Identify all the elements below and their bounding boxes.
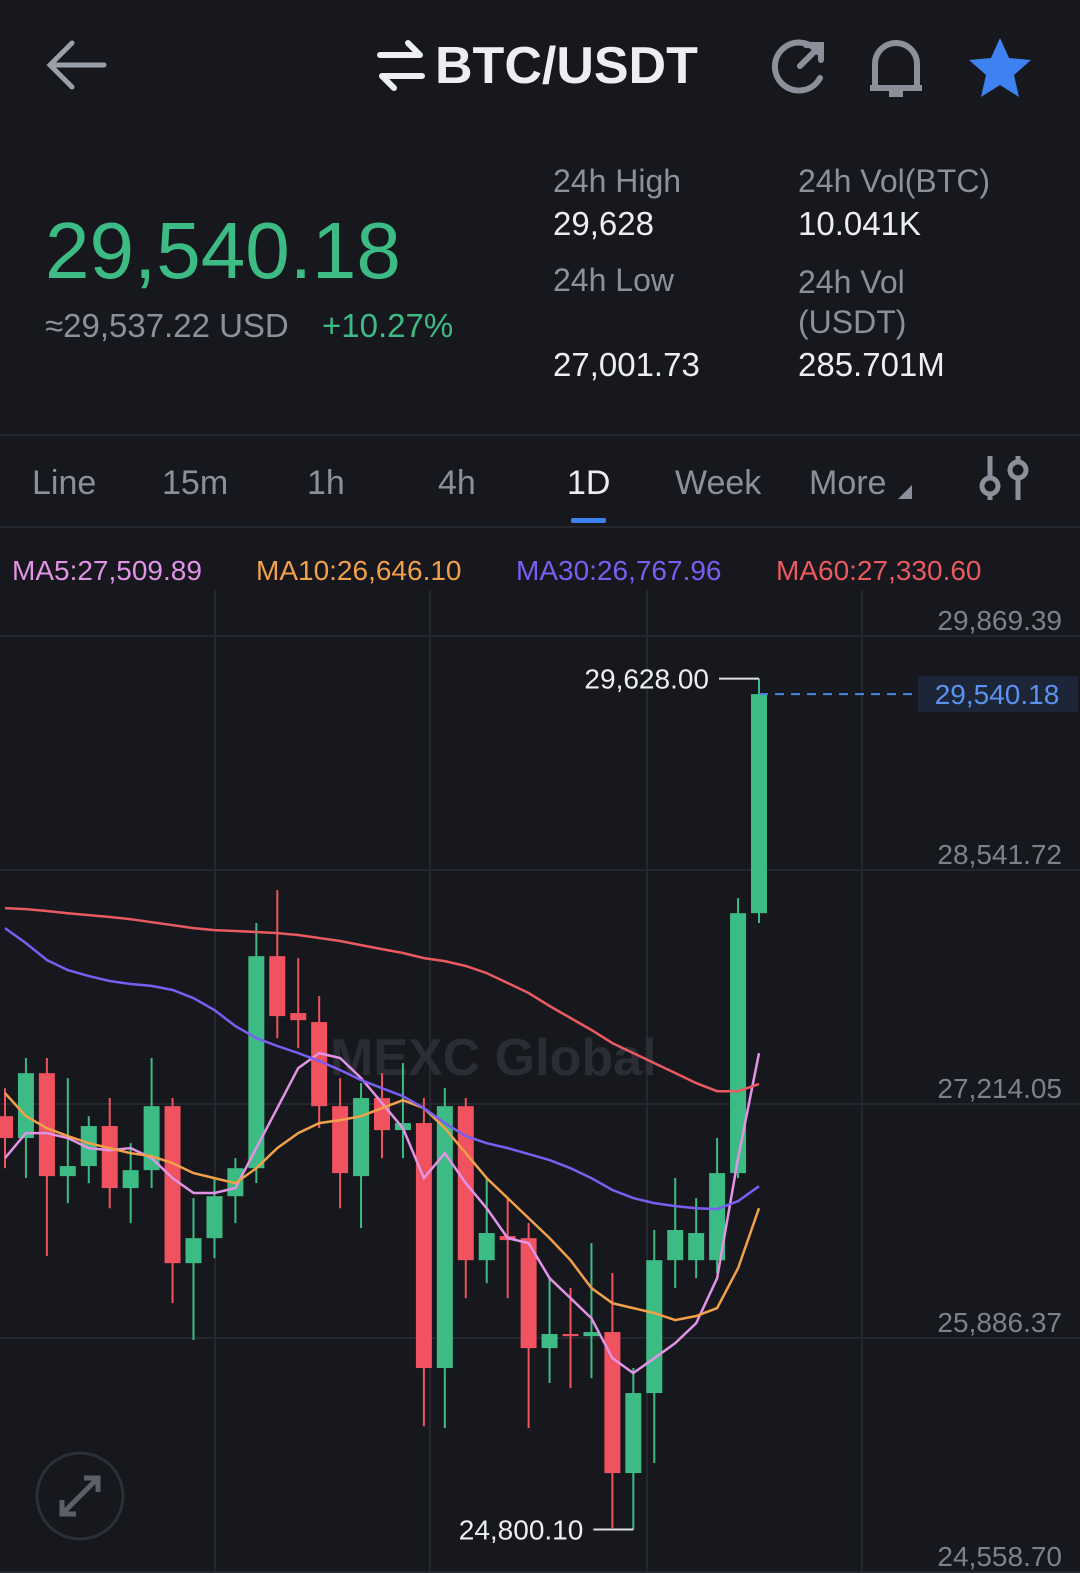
- timeframe-tab[interactable]: Line: [32, 464, 97, 502]
- candle-body: [478, 1233, 495, 1261]
- candle-body: [436, 1106, 453, 1369]
- low-label: 24,800.10: [459, 1514, 584, 1545]
- candle-body: [59, 1166, 76, 1177]
- candle-body: [185, 1238, 202, 1264]
- candle-body: [625, 1393, 642, 1474]
- stat-value: 29,628: [553, 205, 654, 242]
- candle-body: [122, 1170, 139, 1189]
- candle-body: [730, 913, 747, 1174]
- usd-price: ≈29,537.22 USD: [45, 307, 289, 344]
- alert-button[interactable]: [870, 40, 922, 97]
- vertical-grid: [214, 590, 863, 1573]
- last-price-label: 29,540.18: [935, 679, 1060, 710]
- candle-body: [101, 1126, 118, 1189]
- more-caret: [898, 485, 912, 499]
- expand-button[interactable]: [35, 1451, 125, 1541]
- candle-body: [164, 1106, 181, 1264]
- stat-label: 24h Vol(BTC): [798, 163, 991, 199]
- favorite-button[interactable]: [969, 38, 1031, 97]
- timeframe-tab[interactable]: 1D: [567, 464, 611, 502]
- ma-line: [4, 1051, 761, 1375]
- ma-legend: MA30:26,767.96: [516, 555, 722, 586]
- refresh-button[interactable]: [771, 39, 824, 94]
- last-price: 29,540.18: [45, 206, 401, 295]
- y-tick-label: 25,886.37: [937, 1307, 1062, 1338]
- candle-body: [0, 1116, 13, 1139]
- ma-legend: MA60:27,330.60: [776, 555, 982, 586]
- ma-line: [4, 1092, 761, 1322]
- stat-label: 24h Vol (USDT): [798, 264, 907, 340]
- timeframe-tab[interactable]: Week: [675, 464, 762, 502]
- candle-body: [604, 1332, 621, 1474]
- timeframe-tab[interactable]: More: [809, 464, 887, 502]
- pair-title: BTC/USDT: [435, 37, 698, 95]
- ma-line: [4, 927, 760, 1211]
- y-tick-label: 28,541.72: [937, 839, 1062, 870]
- ma-legend: MA5:27,509.89: [12, 555, 202, 586]
- timeframe-tab[interactable]: 4h: [438, 464, 476, 502]
- ma-line: [4, 906, 760, 1093]
- candle-body: [269, 956, 286, 1017]
- candle-body: [143, 1106, 160, 1171]
- stat-label: 24h High: [553, 163, 682, 199]
- ma-legend: MA10:26,646.10: [256, 555, 462, 586]
- candle-body: [38, 1073, 55, 1177]
- candle-body: [248, 956, 265, 1169]
- timeframe-tab[interactable]: 15m: [162, 464, 229, 502]
- candle-body: [646, 1260, 663, 1394]
- y-tick-label: 27,214.05: [937, 1073, 1062, 1104]
- active-tab-indicator: [571, 518, 606, 523]
- watermark: MEXC Global: [330, 1029, 656, 1087]
- candle-body: [353, 1098, 370, 1177]
- candle-body: [80, 1126, 97, 1167]
- candle-body: [709, 1173, 726, 1261]
- candle-body: [311, 1022, 328, 1107]
- candle-body: [583, 1332, 600, 1337]
- candle-body: [520, 1238, 537, 1349]
- high-label: 29,628.00: [584, 664, 709, 695]
- y-tick-label: 24,558.70: [937, 1541, 1062, 1572]
- stat-value: 27,001.73: [553, 346, 700, 383]
- back-button[interactable]: [46, 40, 107, 90]
- swap-icon[interactable]: [377, 40, 425, 91]
- candle-body: [206, 1196, 223, 1239]
- candle-body: [562, 1334, 579, 1337]
- chart-settings-button[interactable]: [979, 456, 1029, 500]
- stat-label: 24h Low: [553, 262, 674, 298]
- last-price-box: [918, 676, 1078, 713]
- candle-body: [332, 1106, 349, 1174]
- candle-body: [751, 694, 767, 914]
- price-change: +10.27%: [322, 307, 454, 344]
- y-tick-label: 29,869.39: [937, 605, 1062, 636]
- candle-body: [290, 1013, 307, 1021]
- candle-body: [415, 1123, 432, 1369]
- stat-value: 10.041K: [798, 205, 921, 242]
- candle-body: [541, 1334, 558, 1349]
- candle-body: [17, 1073, 34, 1139]
- stat-value: 285.701M: [798, 346, 945, 383]
- candle-body: [688, 1233, 705, 1261]
- timeframe-tab[interactable]: 1h: [307, 464, 345, 502]
- candle-body: [667, 1230, 684, 1261]
